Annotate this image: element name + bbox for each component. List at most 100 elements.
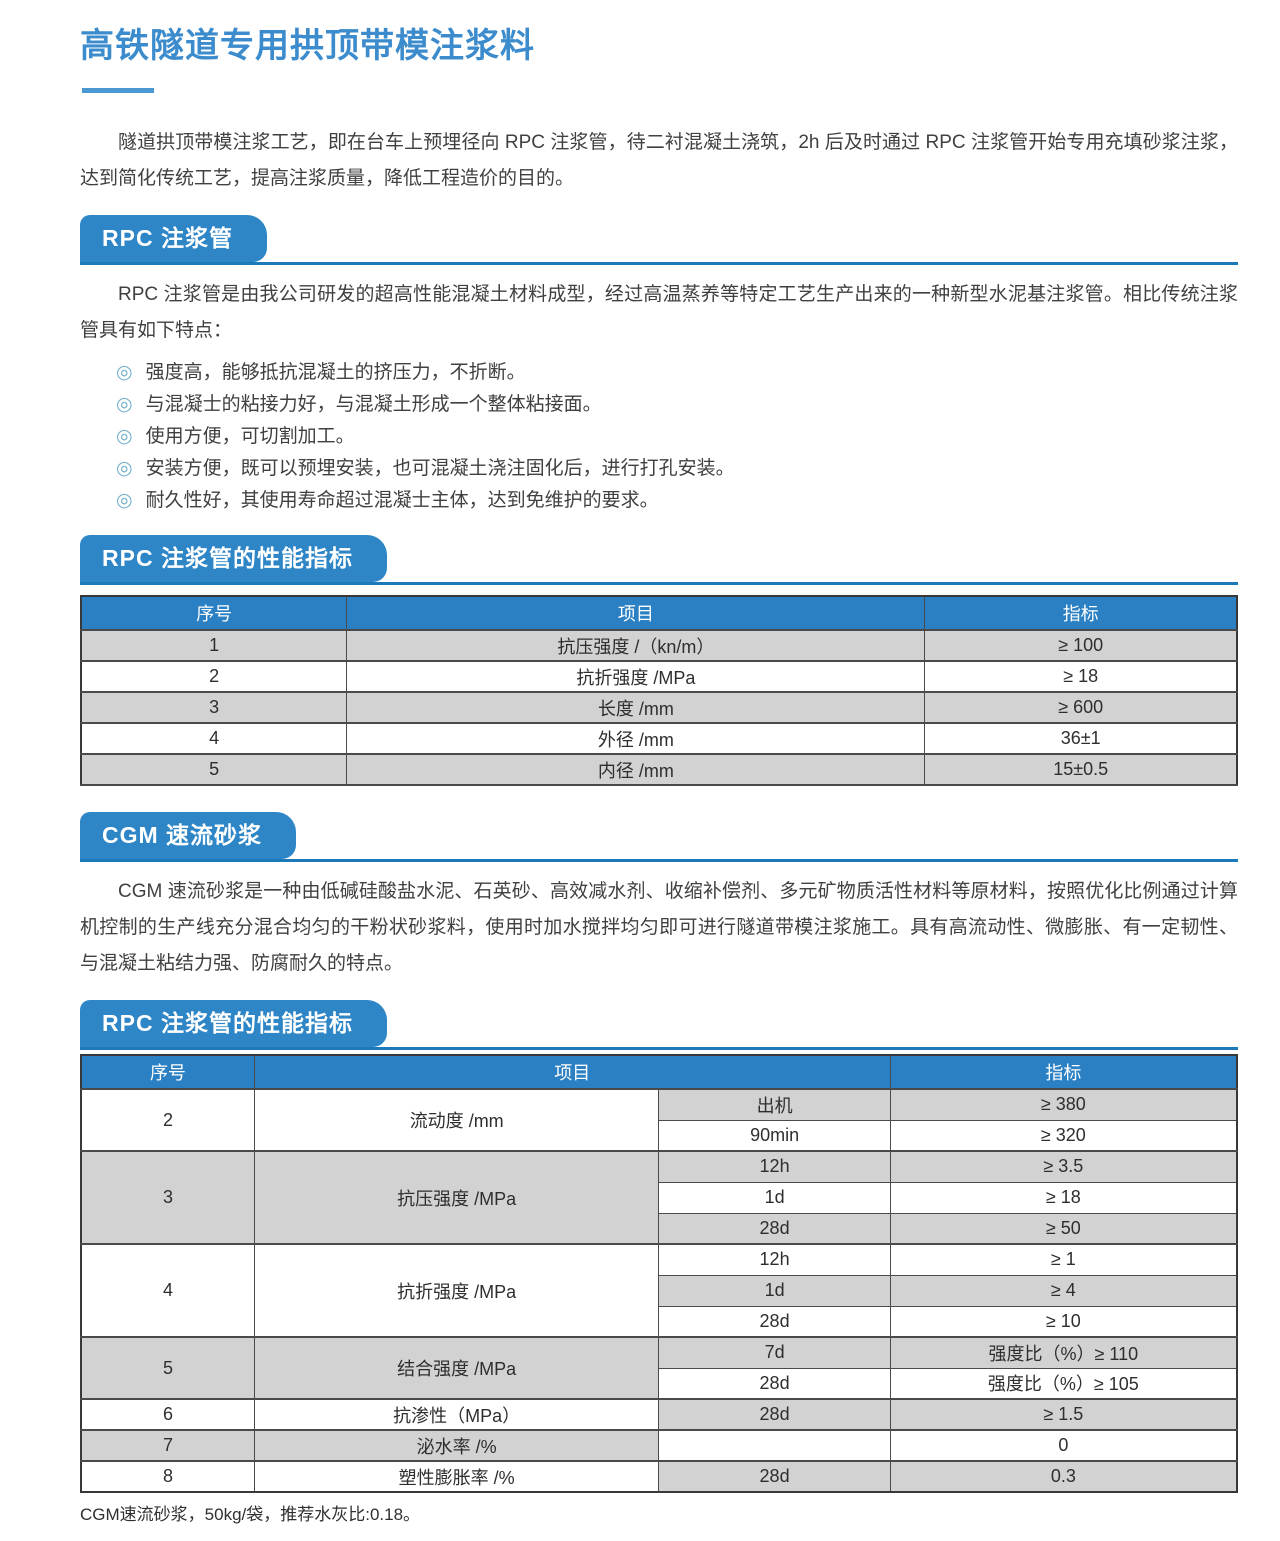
rpc-pipe-paragraph: RPC 注浆管是由我公司研发的超高性能混凝土材料成型，经过高温蒸养等特定工艺生产… <box>80 284 1238 341</box>
cell-no: 3 <box>80 691 348 724</box>
cell-value: ≥ 18 <box>924 660 1238 693</box>
list-item-text: 强度高，能够抵抗混凝土的挤压力，不折断。 <box>145 362 526 383</box>
cell-item: 抗渗性（MPa） <box>253 1398 660 1431</box>
list-item-text: 使用方便，可切割加工。 <box>145 426 355 447</box>
table-row: 4 抗折强度 /MPa 12h ≥ 1 <box>80 1243 1238 1338</box>
list-item: ◎ 使用方便，可切割加工。 <box>116 421 1238 453</box>
table-row: 28d ≥ 10 <box>81 1305 1238 1338</box>
table-header-row: 序号 项目 指标 <box>80 595 1238 631</box>
cell-condition: 90min <box>658 1119 891 1152</box>
cell-value: ≥ 50 <box>889 1212 1238 1245</box>
table-row: 1 抗压强度 /（kn/m） ≥ 100 <box>80 629 1238 662</box>
rpc-feature-list: ◎ 强度高，能够抵抗混凝土的挤压力，不折断。 ◎ 与混凝士的粘接力好，与混凝土形成一… <box>80 357 1238 517</box>
footer-note: CGM速流砂浆，50kg/袋，推荐水灰比:0.18。 <box>80 1505 421 1524</box>
list-item-text: 安装方便，既可以预埋安装，也可混凝土浇注固化后，进行打孔安装。 <box>145 458 735 479</box>
column-header-index: 指标 <box>924 595 1238 631</box>
section-tab: RPC 注浆管 <box>80 215 267 262</box>
list-item: ◎ 与混凝士的粘接力好，与混凝土形成一个整体粘接面。 <box>116 389 1238 421</box>
cell-condition: 28d <box>658 1398 891 1431</box>
cell-item: 抗折强度 /MPa <box>253 1243 660 1338</box>
cell-value: ≥ 600 <box>924 691 1238 724</box>
list-item-text: 与混凝士的粘接力好，与混凝土形成一个整体粘接面。 <box>145 394 602 415</box>
table-row: 3 抗压强度 /MPa 12h ≥ 3.5 <box>80 1150 1238 1245</box>
cell-value: 15±0.5 <box>924 753 1238 786</box>
table-row: 28d 强度比（%）≥ 105 <box>81 1367 1238 1400</box>
section-header-cgm: CGM 速流砂浆 <box>80 812 1238 862</box>
double-circle-bullet-icon: ◎ <box>116 458 133 479</box>
cell-condition: 7d <box>658 1336 891 1369</box>
cell-no: 6 <box>80 1398 255 1431</box>
cell-no: 3 <box>80 1150 255 1245</box>
intro-paragraph: 隧道拱顶带模注浆工艺，即在台车上预埋径向 RPC 注浆管，待二衬混凝土浇筑，2h… <box>80 132 1238 189</box>
cell-condition: 28d <box>658 1367 891 1400</box>
cell-condition: 1d <box>658 1274 891 1307</box>
cell-value: ≥ 100 <box>924 629 1238 662</box>
column-header-no: 序号 <box>80 595 348 631</box>
page-title: 高铁隧道专用拱顶带模注浆料 <box>80 27 535 65</box>
cell-item: 长度 /mm <box>346 691 926 724</box>
cell-condition: 出机 <box>658 1088 891 1121</box>
cell-no: 7 <box>80 1429 255 1462</box>
section-header-rpc-performance: RPC 注浆管的性能指标 <box>80 535 1238 585</box>
cell-value: ≥ 1 <box>889 1243 1238 1276</box>
column-header-no: 序号 <box>80 1054 255 1090</box>
table-row: 1d ≥ 4 <box>81 1274 1238 1307</box>
cell-value: ≥ 3.5 <box>889 1150 1238 1183</box>
table-row: 1d ≥ 18 <box>81 1181 1238 1214</box>
cell-value: 0 <box>889 1429 1238 1462</box>
cell-condition: 12h <box>658 1150 891 1183</box>
table-row: 2 流动度 /mm 出机 ≥ 380 <box>80 1088 1238 1152</box>
cell-item: 外径 /mm <box>346 722 926 755</box>
cell-value: 0.3 <box>889 1460 1238 1493</box>
cell-no: 4 <box>80 722 348 755</box>
cell-value: 强度比（%）≥ 110 <box>889 1336 1238 1369</box>
cell-no: 4 <box>80 1243 255 1338</box>
cell-value: ≥ 18 <box>889 1181 1238 1214</box>
cell-condition: 28d <box>658 1460 891 1493</box>
table-row: 2 抗折强度 /MPa ≥ 18 <box>80 660 1238 693</box>
list-item-text: 耐久性好，其使用寿命超过混凝士主体，达到免维护的要求。 <box>145 490 659 511</box>
title-underline <box>82 88 154 93</box>
cell-item: 结合强度 /MPa <box>253 1336 660 1400</box>
list-item: ◎ 安装方便，既可以预埋安装，也可混凝土浇注固化后，进行打孔安装。 <box>116 453 1238 485</box>
table-row: 3 长度 /mm ≥ 600 <box>80 691 1238 724</box>
table-row: 28d ≥ 50 <box>81 1212 1238 1245</box>
cell-condition: 1d <box>658 1181 891 1214</box>
table-row: 4 外径 /mm 36±1 <box>80 722 1238 755</box>
table-row: 8 塑性膨胀率 /% 28d 0.3 <box>80 1460 1238 1493</box>
cell-no: 1 <box>80 629 348 662</box>
cell-item: 流动度 /mm <box>253 1088 660 1152</box>
cgm-performance-table: 序号 项目 指标 2 流动度 /mm 出机 ≥ 380 90min ≥ 320 … <box>80 1054 1238 1493</box>
cell-item: 泌水率 /% <box>253 1429 660 1462</box>
cell-no: 5 <box>80 753 348 786</box>
cell-item: 塑性膨胀率 /% <box>253 1460 660 1493</box>
cell-item: 抗压强度 /（kn/m） <box>346 629 926 662</box>
column-header-item: 项目 <box>346 595 926 631</box>
section-header-rpc-pipe: RPC 注浆管 <box>80 215 1238 265</box>
cell-value: ≥ 380 <box>889 1088 1238 1121</box>
cgm-paragraph: CGM 速流砂浆是一种由低碱硅酸盐水泥、石英砂、高效减水剂、收缩补偿剂、多元矿物… <box>80 881 1238 974</box>
cell-value: ≥ 4 <box>889 1274 1238 1307</box>
cell-value: ≥ 10 <box>889 1305 1238 1338</box>
cell-no: 8 <box>80 1460 255 1493</box>
cell-condition <box>658 1429 891 1462</box>
section-tab: CGM 速流砂浆 <box>80 812 297 859</box>
table-row: 7 泌水率 /% 0 <box>80 1429 1238 1462</box>
cell-condition: 12h <box>658 1243 891 1276</box>
double-circle-bullet-icon: ◎ <box>116 362 133 383</box>
table-row: 5 内径 /mm 15±0.5 <box>80 753 1238 786</box>
cell-item: 内径 /mm <box>346 753 926 786</box>
cell-value: 强度比（%）≥ 105 <box>889 1367 1238 1400</box>
cell-value: 36±1 <box>924 722 1238 755</box>
cell-item: 抗压强度 /MPa <box>253 1150 660 1245</box>
cell-no: 5 <box>80 1336 255 1400</box>
cell-condition: 28d <box>658 1212 891 1245</box>
section-tab: RPC 注浆管的性能指标 <box>80 535 387 582</box>
column-header-index: 指标 <box>889 1054 1238 1090</box>
cell-value: ≥ 1.5 <box>889 1398 1238 1431</box>
cell-no: 2 <box>80 660 348 693</box>
cell-no: 2 <box>80 1088 255 1152</box>
column-header-item: 项目 <box>253 1054 891 1090</box>
double-circle-bullet-icon: ◎ <box>116 426 133 447</box>
